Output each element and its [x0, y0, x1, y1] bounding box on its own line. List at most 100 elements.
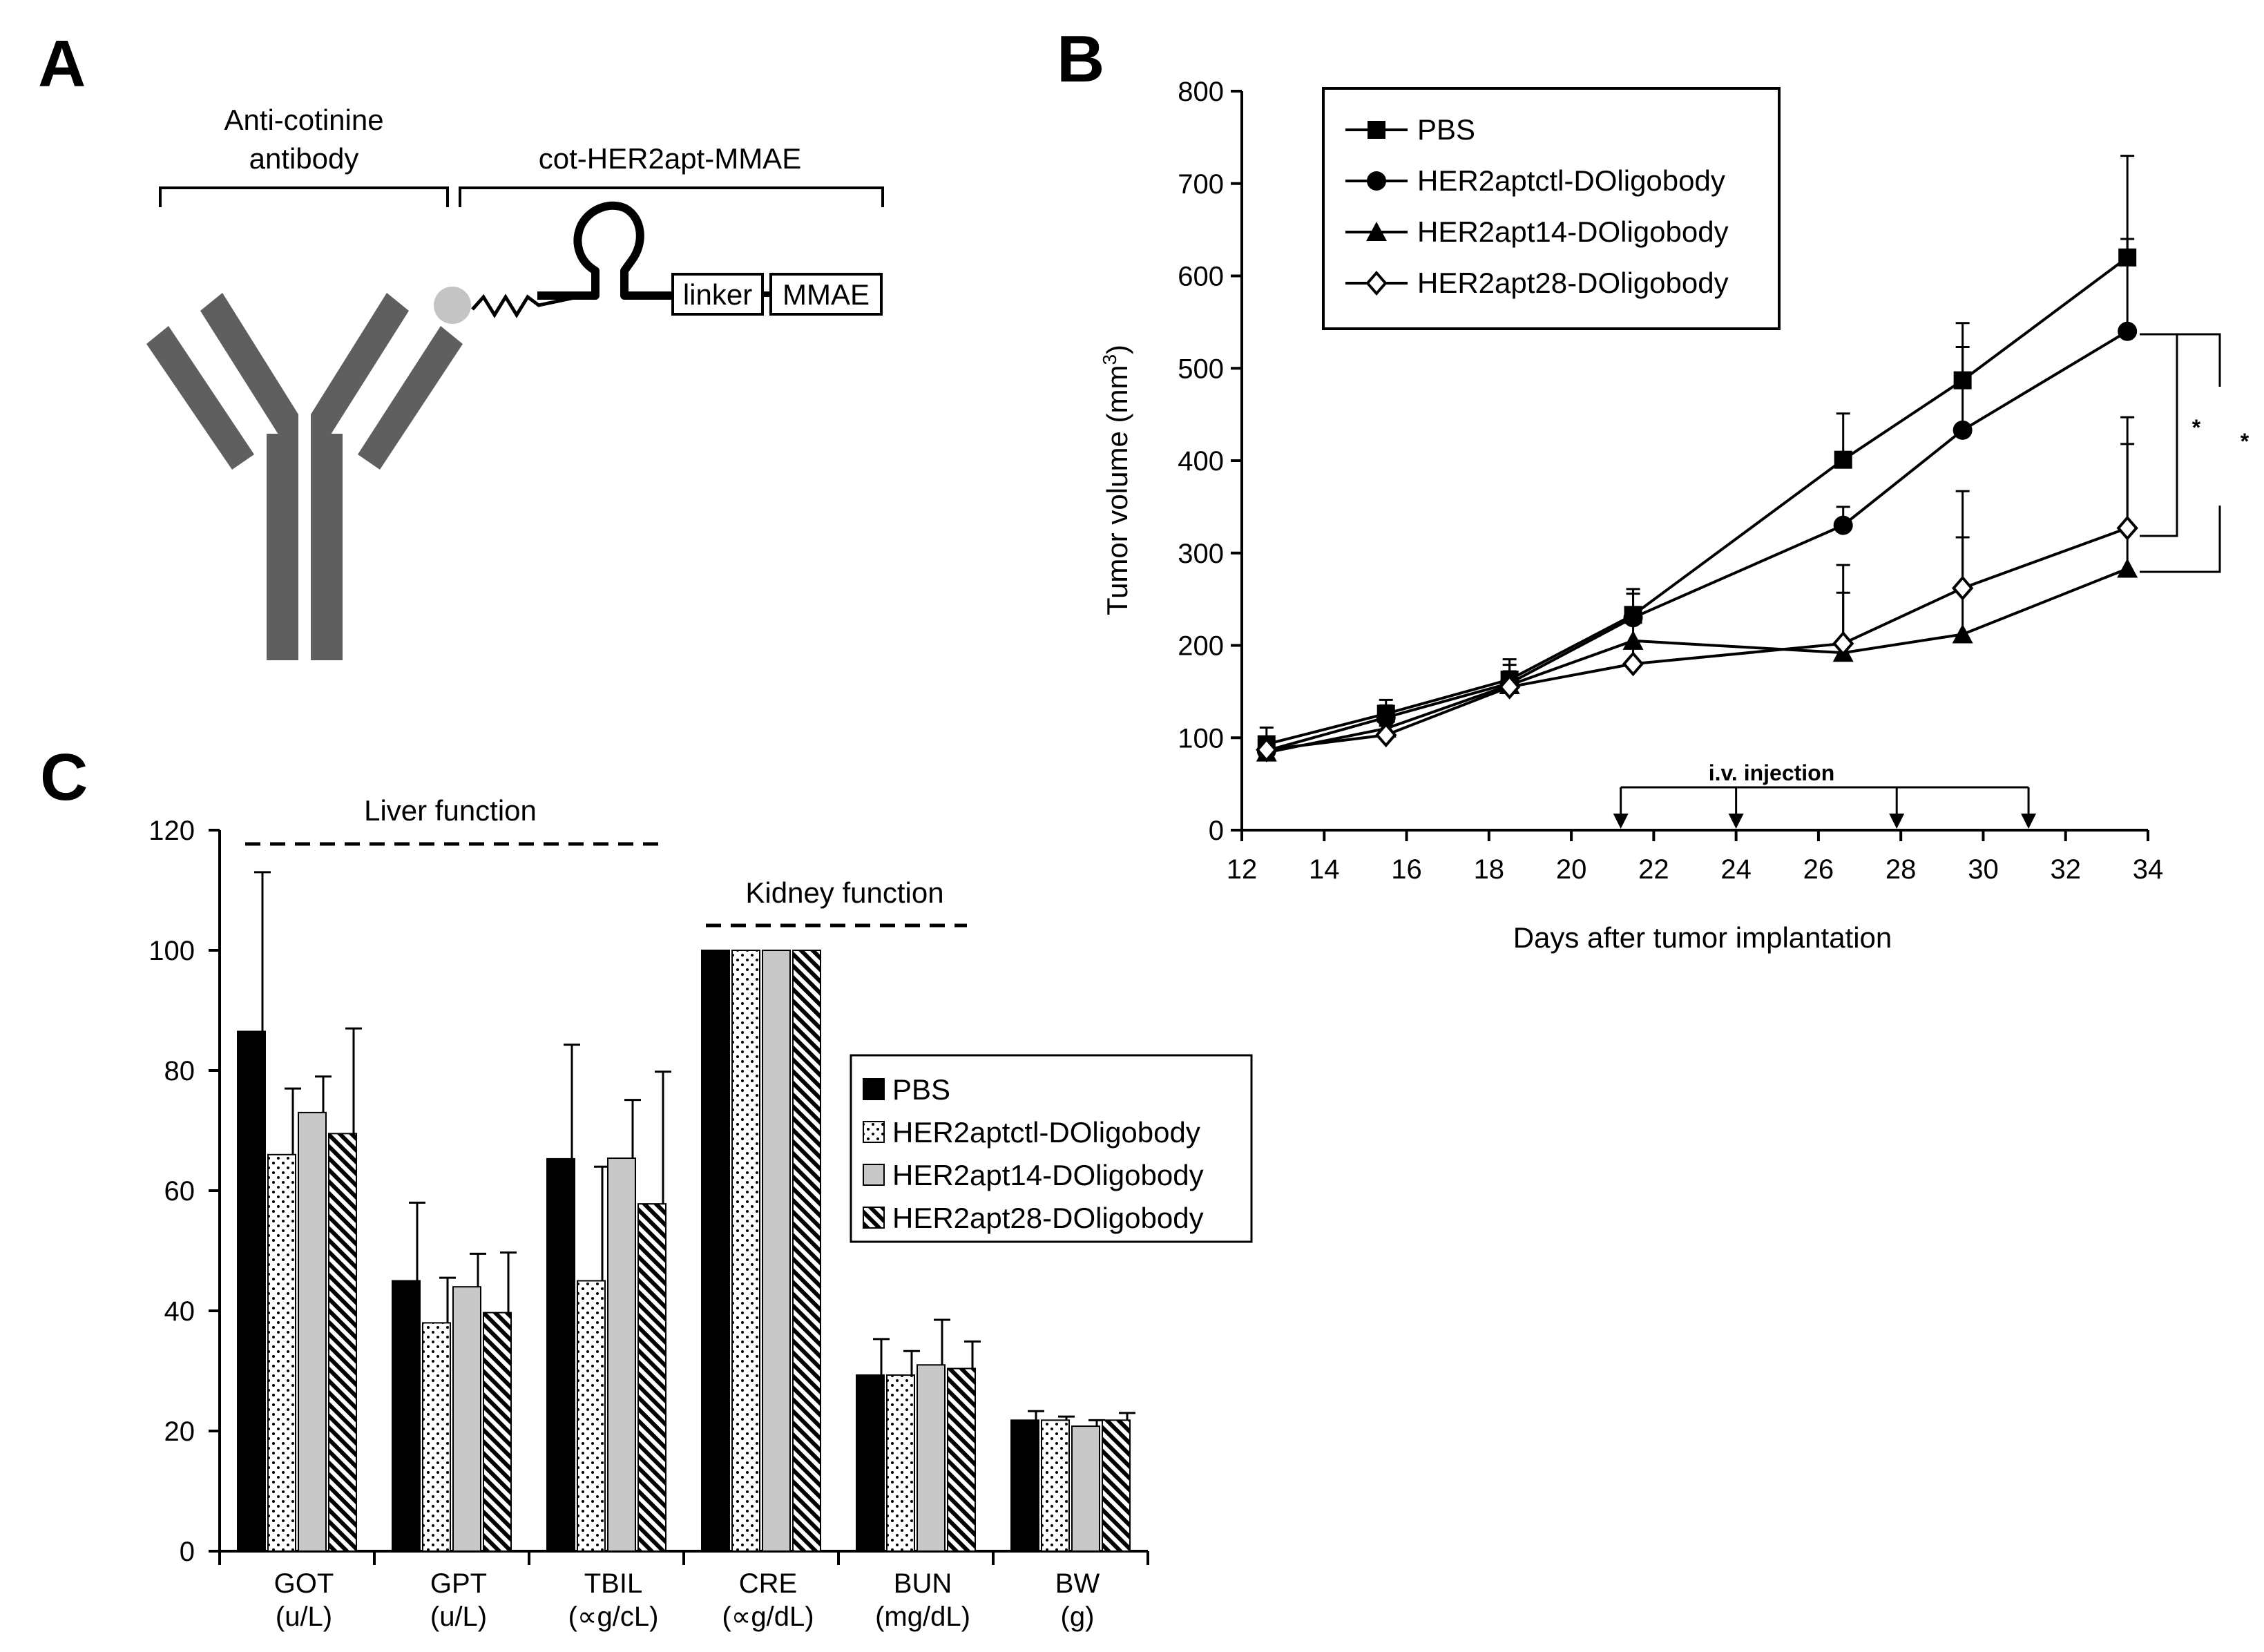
- significance-bracket-outer: [2140, 506, 2221, 573]
- c-bar: [237, 1030, 266, 1552]
- b-y-label-sup: 3: [1099, 354, 1120, 365]
- c-y-tick-label: 60: [164, 1176, 195, 1207]
- b-y-tick-label: 600: [1178, 262, 1224, 292]
- c-bar: [328, 1133, 357, 1552]
- c-x-tick-unit: (∝g/cL): [568, 1602, 659, 1632]
- line-chart-b-series: [1256, 155, 2138, 762]
- injection-arrow-head: [1613, 814, 1629, 829]
- c-x-tick-label: BW: [1055, 1568, 1100, 1599]
- b-y-tick-label: 300: [1178, 539, 1224, 569]
- c-bar: [762, 950, 791, 1552]
- c-bar: [1071, 1425, 1100, 1553]
- b-legend: PBS HER2aptctl-DOligobody HER2apt14-DOligo…: [1322, 87, 1781, 330]
- c-x-tick-unit: (∝g/dL): [722, 1602, 814, 1632]
- antibody-bracket: [159, 186, 449, 207]
- injection-label: i.v. injection: [1709, 760, 1835, 785]
- b-x-tick-label: 34: [2133, 854, 2164, 885]
- b-y-tick-label: 500: [1178, 354, 1224, 384]
- b-x-tick-label: 28: [1886, 854, 1917, 885]
- b-data-point: [1622, 630, 1644, 650]
- line-chart-b-axes: 0 100 200 300 400 500 600 700 800 12 14 16 18 20 22 24 2…: [1178, 77, 2163, 885]
- c-y-tick-label: 0: [180, 1537, 195, 1567]
- b-legend-label: PBS: [1417, 113, 1475, 146]
- c-legend-label: HER2apt14-DOligobody: [892, 1159, 1204, 1191]
- antibody-icon: [146, 293, 463, 660]
- mmae-box: [769, 273, 883, 316]
- c-legend: PBS HER2aptctl-DOligobody HER2apt14-DOligo…: [850, 1054, 1253, 1243]
- linker-label: linker: [683, 278, 752, 311]
- b-y-tick-label: 800: [1178, 77, 1224, 107]
- injection-arrow-head: [1728, 814, 1744, 829]
- c-x-tick-label: TBIL: [584, 1568, 642, 1599]
- b-y-tick-label: 200: [1178, 631, 1224, 662]
- c-legend-label: PBS: [892, 1073, 950, 1106]
- c-y-tick-label: 120: [148, 816, 195, 846]
- c-bar: [701, 950, 730, 1552]
- c-legend-label: HER2apt28-DOligobody: [892, 1202, 1204, 1234]
- c-bar: [947, 1367, 976, 1553]
- c-bar: [1041, 1419, 1070, 1553]
- aptamer-loop: [537, 201, 673, 300]
- b-data-point: [2117, 558, 2138, 578]
- significance-star-outer: *: [2241, 429, 2249, 454]
- b-data-point: [1256, 737, 1278, 762]
- b-x-tick-label: 20: [1556, 854, 1587, 885]
- b-series-line: [1266, 526, 2128, 751]
- b-y-tick-label: 0: [1209, 816, 1224, 846]
- c-x-tick-label: BUN: [894, 1568, 952, 1599]
- b-x-tick-label: 26: [1803, 854, 1834, 885]
- c-bar: [607, 1158, 636, 1552]
- b-data-point: [1832, 631, 1854, 656]
- c-legend-swatch: [863, 1078, 885, 1100]
- c-bar: [637, 1203, 666, 1552]
- b-legend-label: HER2apt28-DOligobody: [1417, 267, 1729, 299]
- c-bar: [392, 1280, 421, 1552]
- c-bar: [298, 1111, 327, 1552]
- panel-letter-b: B: [1057, 22, 1104, 96]
- b-legend-marker: [1365, 270, 1388, 296]
- b-data-point: [2118, 321, 2138, 341]
- c-legend-swatch: [863, 1121, 885, 1143]
- b-y-tick-label: 700: [1178, 169, 1224, 200]
- c-bar: [483, 1312, 512, 1552]
- b-x-axis-label: Days after tumor implantation: [1513, 921, 1892, 954]
- panel-letter-a: A: [38, 27, 86, 101]
- panel-a: A Anti-cotinine antibody cot-HER2apt-MMA…: [38, 27, 884, 660]
- c-bar: [1010, 1419, 1039, 1553]
- c-legend-swatch: [863, 1164, 885, 1186]
- significance-bracket-outer-top: [2177, 333, 2221, 387]
- liver-function-label: Liver function: [364, 794, 537, 827]
- c-bar: [422, 1322, 451, 1553]
- antibody-label-line1: Anti-cotinine: [224, 104, 383, 136]
- c-bar: [1102, 1419, 1131, 1553]
- b-data-point: [1951, 575, 1974, 601]
- b-x-tick-label: 18: [1474, 854, 1505, 885]
- conjugate-label: cot-HER2apt-MMAE: [539, 142, 801, 175]
- c-x-tick-label: GOT: [274, 1568, 334, 1599]
- b-legend-marker: [1367, 171, 1386, 191]
- c-x-tick-unit: (mg/dL): [875, 1602, 970, 1632]
- b-data-point: [2116, 515, 2138, 541]
- b-series-line: [1266, 330, 2129, 752]
- b-y-axis-label: Tumor volume (mm3): [1099, 345, 1133, 615]
- injection-arrow-head: [2021, 814, 2037, 829]
- c-x-tick-unit: (g): [1061, 1602, 1095, 1632]
- c-legend-label: HER2aptctl-DOligobody: [892, 1116, 1200, 1149]
- bar-chart-c: [237, 871, 1135, 1553]
- b-y-label-end: ): [1101, 345, 1133, 354]
- c-bar: [452, 1286, 481, 1552]
- antibody-label-line2: antibody: [249, 142, 359, 175]
- c-bar: [731, 950, 760, 1552]
- injection-markers: [1613, 786, 2037, 829]
- bar-chart-c-axes: 020406080100120GOT(u/L)GPT(u/L)TBIL(∝g/c…: [148, 816, 1149, 1632]
- significance-star-inner: *: [2192, 415, 2201, 440]
- c-bar: [917, 1364, 946, 1553]
- b-x-tick-label: 14: [1309, 854, 1340, 885]
- kidney-function-label: Kidney function: [745, 876, 943, 909]
- b-data-point: [1834, 450, 1852, 469]
- b-y-tick-label: 100: [1178, 723, 1224, 753]
- b-legend-label: HER2aptctl-DOligobody: [1417, 164, 1725, 197]
- injection-arrow-head: [1889, 814, 1905, 829]
- b-data-point: [1375, 722, 1397, 748]
